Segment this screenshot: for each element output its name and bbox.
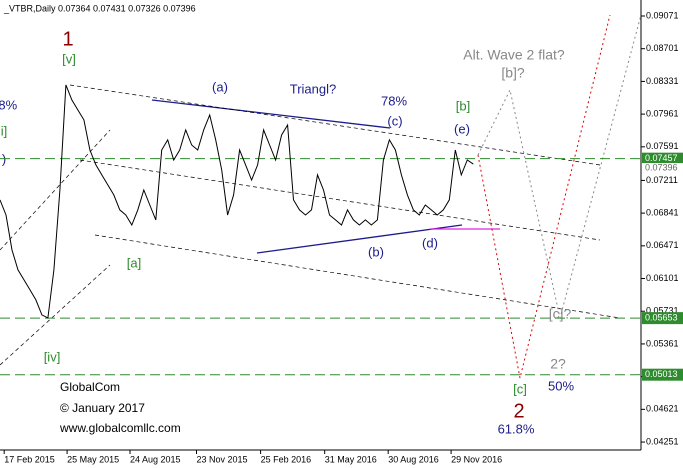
- wave-label: 2: [513, 400, 524, 422]
- y-tick-label: 0.08701: [646, 43, 679, 53]
- wave-label: (d): [422, 235, 438, 250]
- annotations: 1 [v] .8% i] ) (a) Triangl? 78% [b] (c) …: [0, 28, 574, 436]
- level-label: 0.05653: [645, 312, 678, 322]
- last-price-label: 0.07396: [645, 162, 678, 172]
- y-tick-label: 0.08331: [646, 76, 679, 86]
- x-tick-label: 25 Feb 2016: [261, 454, 312, 464]
- wave-label: [a]: [127, 255, 141, 270]
- level-label-bg: [642, 312, 683, 325]
- wave-label: [iv]: [44, 349, 61, 364]
- watermark: www.globalcomllc.com: [59, 421, 181, 435]
- watermark: GlobalCom: [60, 380, 120, 394]
- y-tick-label: 0.04621: [646, 404, 679, 414]
- header: _VTBR,Daily 0.07364 0.07431 0.07326 0.07…: [3, 3, 196, 13]
- wave-label: [b]?: [501, 65, 525, 81]
- wave-label: Alt. Wave 2 flat?: [463, 47, 565, 63]
- wave-label: (a): [212, 79, 228, 94]
- y-tick-label: 0.06841: [646, 207, 679, 217]
- x-tick-label: 25 May 2015: [67, 454, 119, 464]
- x-tick-label: 23 Nov 2015: [196, 454, 247, 464]
- level-label: 0.07457: [645, 153, 678, 163]
- x-tick-label: 30 Aug 2016: [388, 454, 439, 464]
- wave-label: [c]: [513, 381, 527, 396]
- y-tick-label: 0.05731: [646, 306, 679, 316]
- drawings: [0, 14, 642, 379]
- y-tick-label: 0.09071: [646, 10, 679, 20]
- level-label: 0.05013: [645, 369, 678, 379]
- y-tick-label: 0.05361: [646, 338, 679, 348]
- y-tick-label: 0.06471: [646, 240, 679, 250]
- wave-label: 2?: [550, 356, 566, 372]
- y-tick-label: 0.07961: [646, 108, 679, 118]
- wave-label: i]: [1, 123, 8, 138]
- wave-label: Triangl?: [290, 81, 336, 96]
- last-price-bg: [642, 163, 683, 174]
- y-tick-label: 0.06101: [646, 273, 679, 283]
- x-tick-label: 17 Feb 2015: [4, 454, 55, 464]
- wave-label: .8%: [0, 97, 18, 112]
- wave-label: [v]: [62, 51, 76, 66]
- x-tick-label: 31 May 2016: [325, 454, 377, 464]
- level-label-bg: [642, 368, 683, 381]
- level-label-bg: [642, 152, 683, 165]
- x-tick-label: 29 Nov 2016: [451, 454, 502, 464]
- y-tick-label: 0.07591: [646, 141, 679, 151]
- watermark: © January 2017: [60, 401, 145, 415]
- wave-label: (c): [387, 113, 402, 128]
- wave-label: [b]: [456, 98, 470, 113]
- wave-label: 50%: [548, 378, 574, 393]
- y-tick-label: 0.07211: [646, 175, 678, 185]
- y-tick-label: 0.04251: [646, 436, 679, 446]
- price-line: [0, 84, 474, 319]
- wave-label: 61.8%: [498, 421, 535, 436]
- wave-label: (e): [454, 121, 470, 136]
- wave-label: 1: [62, 28, 73, 50]
- wave-label: 78%: [381, 93, 407, 108]
- wave-label: (b): [368, 244, 384, 259]
- wave-label: [c]?: [549, 306, 572, 322]
- x-tick-label: 24 Aug 2015: [130, 454, 181, 464]
